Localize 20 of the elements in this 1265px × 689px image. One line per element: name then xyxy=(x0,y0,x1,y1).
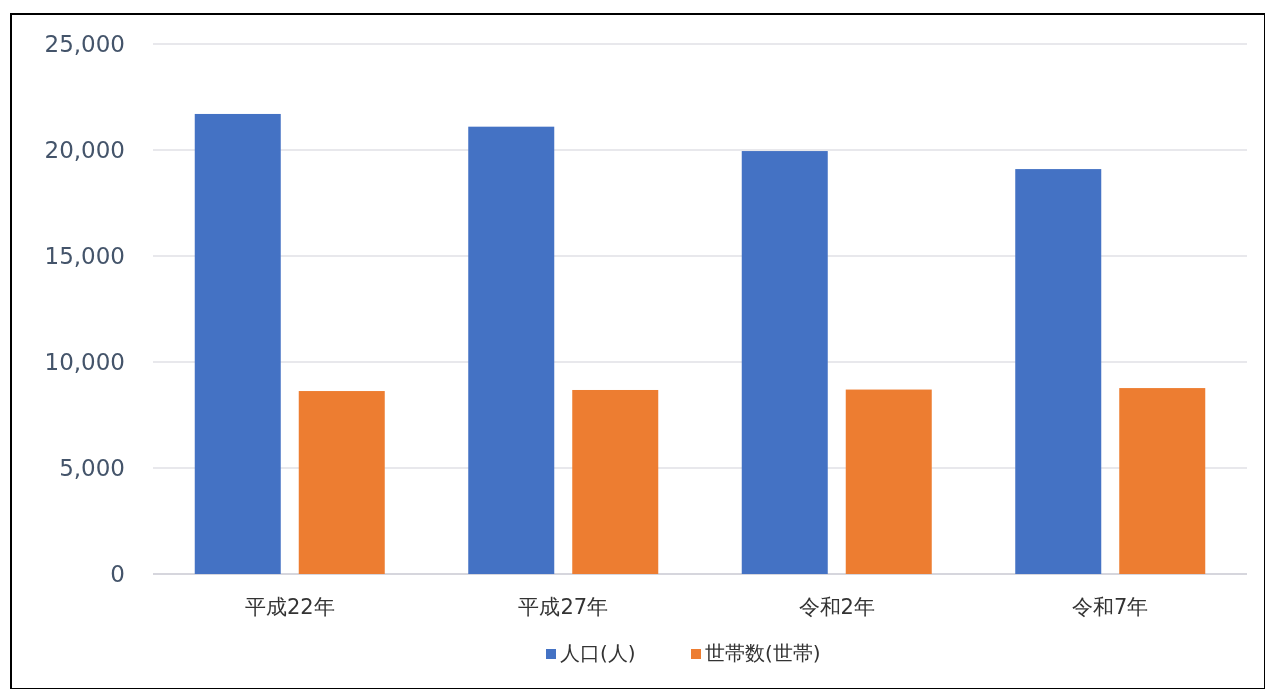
y-tick-label: 20,000 xyxy=(44,137,125,163)
bar xyxy=(468,126,555,574)
legend-label: 人口(人) xyxy=(560,641,636,665)
y-tick-label: 25,000 xyxy=(44,31,125,57)
legend-label: 世帯数(世帯) xyxy=(705,641,821,665)
y-tick-label: 0 xyxy=(110,561,125,587)
x-tick-label: 令和7年 xyxy=(1072,595,1149,619)
x-tick-label: 平成22年 xyxy=(244,595,335,619)
y-tick-label: 15,000 xyxy=(44,243,125,269)
bar xyxy=(1119,388,1206,574)
bar xyxy=(1015,169,1102,574)
y-tick-label: 10,000 xyxy=(44,349,125,375)
bar xyxy=(741,151,828,574)
x-tick-label: 令和2年 xyxy=(798,595,875,619)
bar xyxy=(572,389,659,574)
x-tick-label: 平成27年 xyxy=(518,595,609,619)
bar xyxy=(194,113,281,574)
y-tick-label: 5,000 xyxy=(59,455,125,481)
bar xyxy=(298,391,385,574)
bar xyxy=(845,389,932,574)
